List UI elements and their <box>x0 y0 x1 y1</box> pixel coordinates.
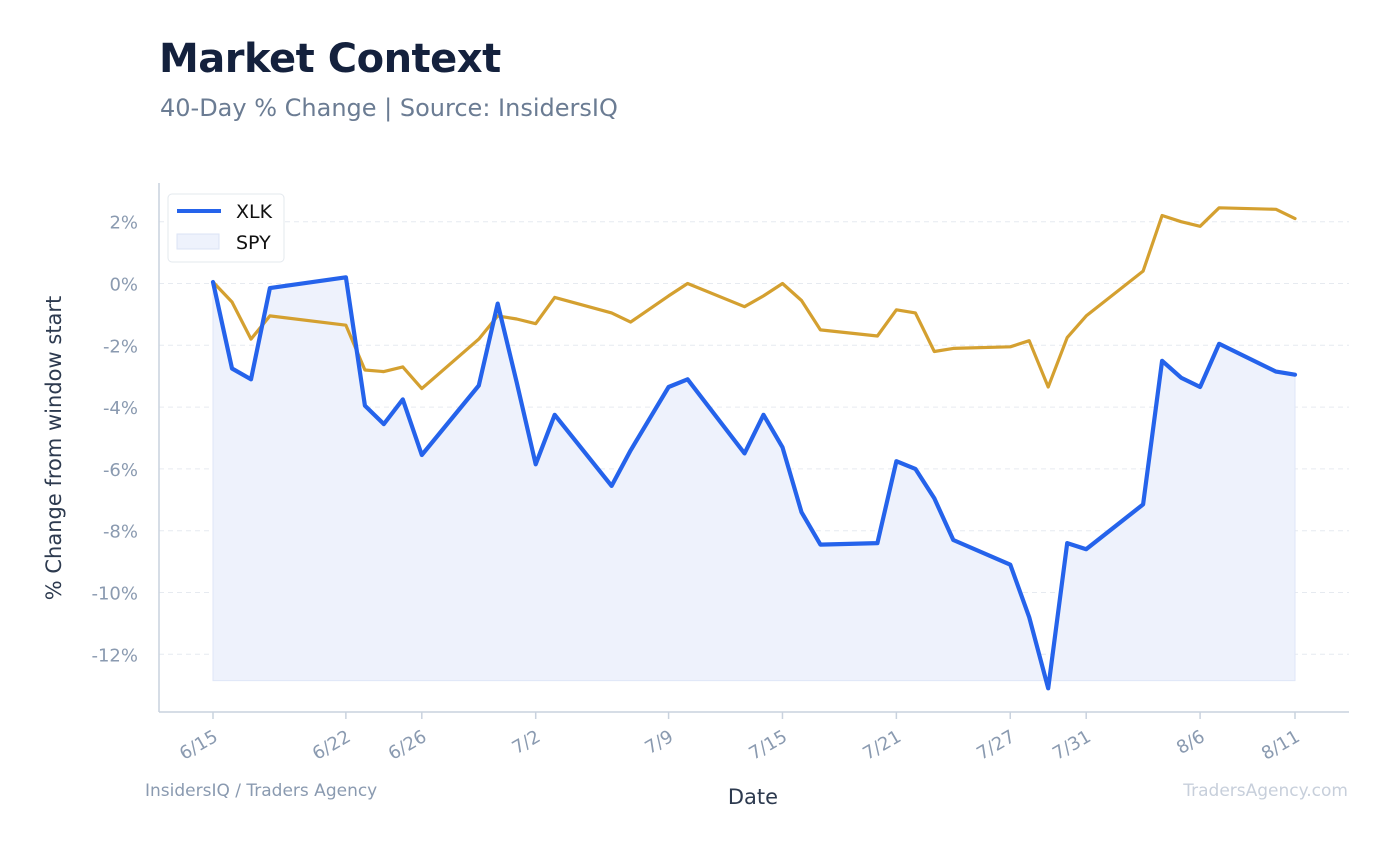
footer-source: InsidersIQ / Traders Agency <box>145 781 377 801</box>
x-axis-ticks: 6/15 6/22 6/26 7/2 7/9 7/15 7/21 7/27 7/31 8/6 8/1… <box>176 712 1304 765</box>
x-tick-label: 7/27 <box>973 726 1019 764</box>
y-axis-ticks: 2% 0% -2% -4% -6% -8% -10% -12% <box>91 213 138 667</box>
y-tick-label: -12% <box>91 645 138 666</box>
y-tick-label: 0% <box>109 275 138 296</box>
y-tick-label: -6% <box>103 460 138 481</box>
x-tick-label: 6/26 <box>385 726 431 764</box>
legend-spy-swatch <box>176 233 220 250</box>
area-layer <box>212 276 1296 689</box>
y-tick-label: -4% <box>103 398 138 419</box>
chart-subtitle: 40-Day % Change | Source: InsidersIQ <box>160 94 618 122</box>
x-tick-label: 6/15 <box>176 726 222 764</box>
chart-title: Market Context <box>159 36 501 82</box>
x-tick-label: 7/2 <box>509 726 545 759</box>
y-tick-label: -10% <box>91 584 138 605</box>
series-line-spy <box>211 206 1297 391</box>
x-tick-label: 7/21 <box>859 726 905 764</box>
x-tick-label: 6/22 <box>309 726 355 764</box>
x-tick-label: 8/11 <box>1258 726 1304 764</box>
y-axis-title: % Change from window start <box>42 296 66 601</box>
axes <box>158 183 1349 713</box>
x-tick-label: 7/9 <box>641 726 677 759</box>
series-area-spy <box>212 276 1296 689</box>
x-tick-label: 7/31 <box>1049 726 1095 764</box>
legend-spy-label: SPY <box>236 232 271 254</box>
y-tick-label: -8% <box>103 522 138 543</box>
x-tick-label: 8/6 <box>1173 726 1209 759</box>
legend-xlk-label: XLK <box>236 201 273 223</box>
y-tick-label: -2% <box>103 336 138 357</box>
line-layer <box>210 206 1298 691</box>
legend: XLK SPY <box>167 193 285 263</box>
series-line-xlk <box>210 275 1298 691</box>
x-axis-title: Date <box>728 785 778 809</box>
y-tick-label: 2% <box>109 213 138 234</box>
x-tick-label: 7/15 <box>745 726 791 764</box>
footer-watermark: TradersAgency.com <box>1182 781 1348 801</box>
